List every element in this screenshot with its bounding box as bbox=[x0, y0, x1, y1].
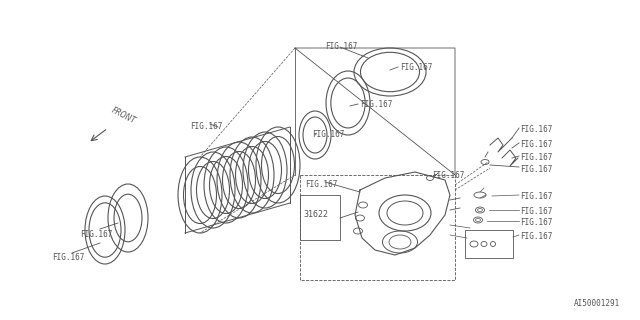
Text: AI50001291: AI50001291 bbox=[573, 299, 620, 308]
Text: FIG.167: FIG.167 bbox=[400, 63, 433, 72]
Text: FIG.167: FIG.167 bbox=[520, 232, 552, 241]
Text: FRONT: FRONT bbox=[110, 106, 137, 126]
Text: FIG.167: FIG.167 bbox=[80, 230, 113, 239]
Text: FIG.167: FIG.167 bbox=[520, 207, 552, 216]
Text: FIG.167: FIG.167 bbox=[360, 100, 392, 109]
Text: FIG.167: FIG.167 bbox=[520, 140, 552, 149]
Text: FIG.167: FIG.167 bbox=[312, 130, 344, 139]
Text: FIG.167: FIG.167 bbox=[52, 253, 84, 262]
Text: FIG.167: FIG.167 bbox=[432, 171, 465, 180]
Text: FIG.167: FIG.167 bbox=[520, 218, 552, 227]
Text: FIG.167: FIG.167 bbox=[520, 125, 552, 134]
Text: 31622: 31622 bbox=[303, 210, 328, 219]
Text: FIG.167: FIG.167 bbox=[520, 192, 552, 201]
Text: FIG.167: FIG.167 bbox=[305, 180, 337, 189]
Text: FIG.167: FIG.167 bbox=[190, 122, 222, 131]
Text: FIG.167: FIG.167 bbox=[520, 153, 552, 162]
Text: FIG.167: FIG.167 bbox=[325, 42, 357, 51]
Text: FIG.167: FIG.167 bbox=[520, 165, 552, 174]
Bar bbox=[465, 230, 513, 258]
